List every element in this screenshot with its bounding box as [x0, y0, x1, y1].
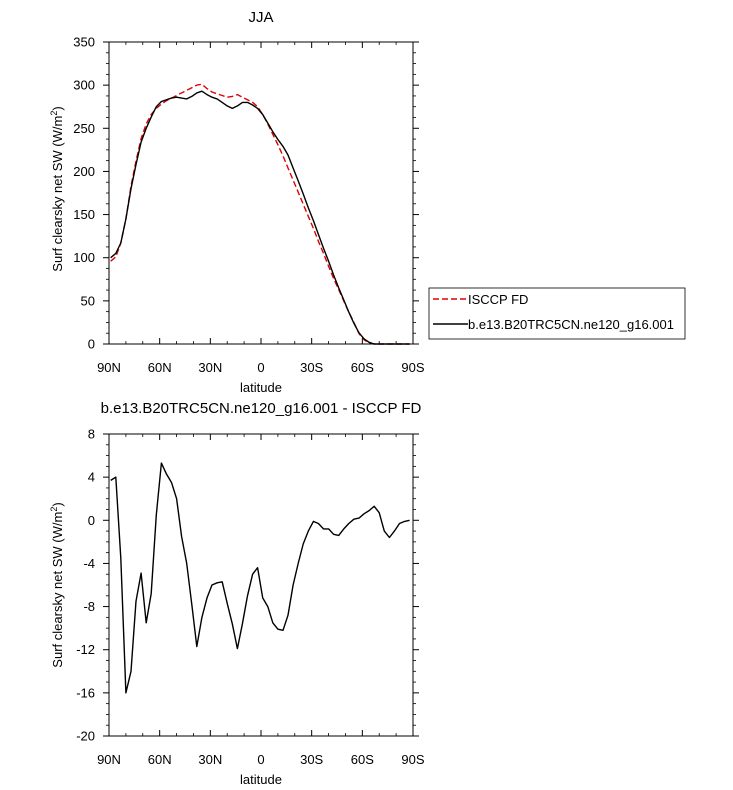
top-ytick-label: 250 — [73, 121, 95, 136]
top-xtick-label: 0 — [257, 360, 264, 375]
top-xtick-label: 90N — [97, 360, 121, 375]
bottom-ytick-label: -12 — [76, 642, 95, 657]
top-ytick-label: 350 — [73, 35, 95, 50]
top-ytick-label: 50 — [81, 293, 95, 308]
bottom-ytick-label: -16 — [76, 685, 95, 700]
bottom-ytick-label: -20 — [76, 729, 95, 744]
bottom-series-line-0 — [110, 462, 410, 694]
top-chart: JJA Surf clearsky net SW (W/m2) latitude… — [49, 9, 425, 395]
top-series — [110, 83, 410, 345]
top-ylabel-main: Surf clearsky net SW (W/m — [50, 116, 65, 272]
top-xtick-label: 60S — [351, 360, 374, 375]
legend-label-isccp: ISCCP FD — [468, 292, 528, 307]
bottom-xtick-label: 90S — [401, 752, 424, 767]
bottom-xtick-label: 30N — [198, 752, 222, 767]
bottom-series — [110, 462, 410, 694]
legend: ISCCP FD b.e13.B20TRC5CN.ne120_g16.001 — [428, 287, 686, 340]
top-ytick-label: 200 — [73, 164, 95, 179]
bottom-ylabel-sup: 2 — [49, 507, 59, 512]
top-ylabel-sup: 2 — [49, 111, 59, 116]
bottom-chart-title: b.e13.B20TRC5CN.ne120_g16.001 - ISCCP FD — [101, 400, 422, 417]
bottom-ytick-label: 4 — [88, 470, 95, 485]
bottom-ytick-label: -4 — [83, 556, 95, 571]
top-ytick-label: 300 — [73, 78, 95, 93]
bottom-plot-frame — [108, 433, 414, 737]
top-series-line-1 — [110, 90, 410, 345]
bottom-xtick-label: 60N — [148, 752, 172, 767]
bottom-xtick-label: 0 — [257, 752, 264, 767]
top-chart-xlabel: latitude — [240, 380, 282, 395]
top-ticks: 90N 60N 30N 0 30S 60S 90S 0 50 100 150 200 250 300 350 — [73, 35, 425, 376]
bottom-xtick-label: 60S — [351, 752, 374, 767]
top-ylabel-end: ) — [50, 106, 65, 110]
svg-text:Surf clearsky net SW (W/m2): Surf clearsky net SW (W/m2) — [49, 502, 65, 667]
bottom-xtick-label: 30S — [300, 752, 323, 767]
bottom-ticks: 90N 60N 30N 0 30S 60S 90S -20 -16 -12 -8 -4 0 4 8 — [76, 427, 425, 768]
top-xtick-label: 30S — [300, 360, 323, 375]
top-plot-frame — [108, 41, 414, 345]
top-xtick-label: 90S — [401, 360, 424, 375]
bottom-xtick-label: 90N — [97, 752, 121, 767]
bottom-chart-xlabel: latitude — [240, 772, 282, 787]
legend-label-model: b.e13.B20TRC5CN.ne120_g16.001 — [468, 317, 674, 332]
legend-box — [428, 287, 686, 340]
bottom-ytick-label: 0 — [88, 513, 95, 528]
top-xtick-label: 60N — [148, 360, 172, 375]
bottom-ylabel-main: Surf clearsky net SW (W/m — [50, 512, 65, 668]
top-ytick-label: 150 — [73, 207, 95, 222]
bottom-chart: b.e13.B20TRC5CN.ne120_g16.001 - ISCCP FD… — [49, 400, 425, 787]
bottom-chart-ylabel: Surf clearsky net SW (W/m2) — [49, 502, 65, 667]
bottom-ytick-label: -8 — [83, 599, 95, 614]
top-chart-ylabel: Surf clearsky net SW (W/m2) — [49, 106, 65, 271]
top-xtick-label: 30N — [198, 360, 222, 375]
bottom-ytick-label: 8 — [88, 427, 95, 442]
top-ytick-label: 100 — [73, 250, 95, 265]
bottom-ylabel-end: ) — [50, 502, 65, 506]
svg-text:Surf clearsky net SW (W/m2): Surf clearsky net SW (W/m2) — [49, 106, 65, 271]
top-ytick-label: 0 — [88, 337, 95, 352]
top-chart-title: JJA — [248, 9, 273, 26]
